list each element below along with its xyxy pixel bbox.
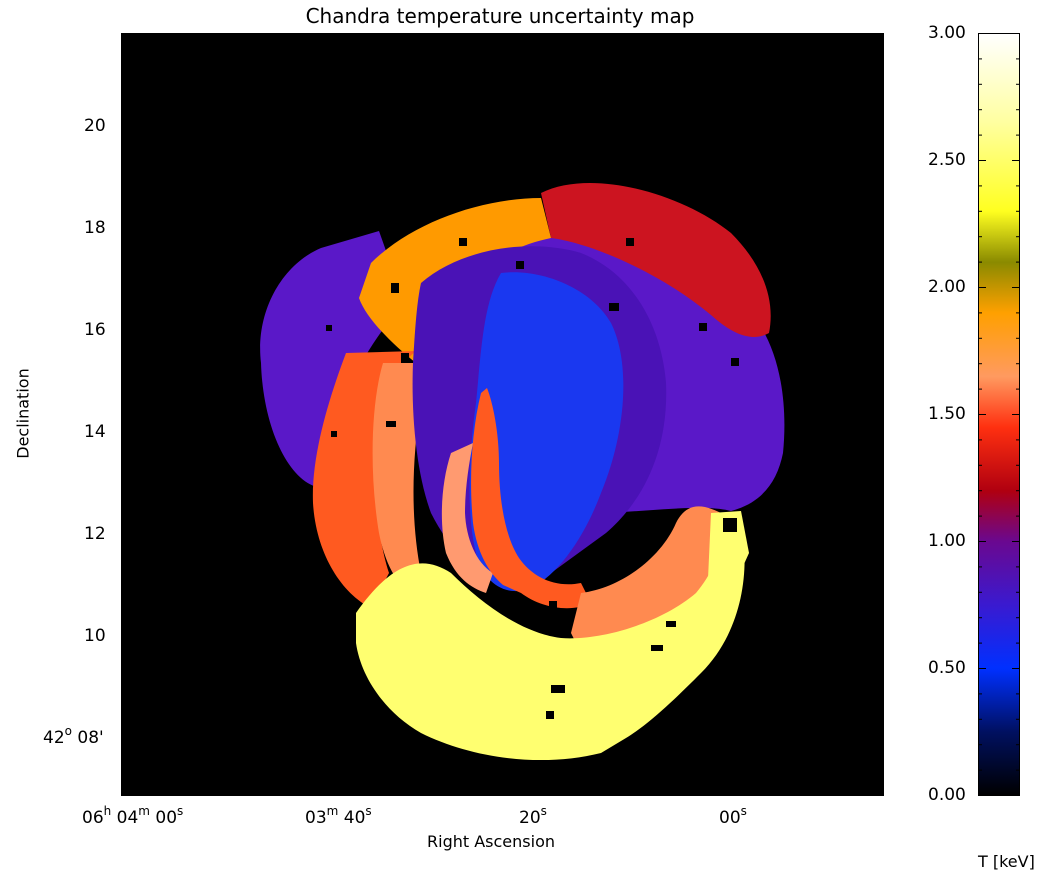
x-tick-seconds-unit: s	[740, 804, 747, 818]
x-tick-minutes-unit: m	[326, 804, 339, 818]
colorbar-tick-label: 0.50	[928, 657, 966, 678]
region-yellow	[356, 513, 745, 761]
x-tick-minutes-unit: m	[138, 804, 150, 818]
y-tick-label: 16	[84, 320, 106, 340]
x-tick-label: 20s	[519, 805, 547, 828]
colorbar-tick-label: 1.50	[928, 403, 966, 424]
x-tick-seconds: 20	[519, 808, 541, 828]
y-tick-label: 14	[84, 422, 106, 442]
y-tick-label: 10	[84, 626, 106, 646]
x-tick-seconds-unit: s	[540, 804, 547, 818]
x-tick-seconds-unit: s	[177, 804, 184, 818]
colorbar	[978, 33, 1020, 796]
region-dark-orange	[312, 351, 416, 608]
region-red	[541, 182, 771, 337]
x-tick-seconds-unit: s	[365, 804, 372, 818]
y-tick-label: 42o 08'	[43, 725, 104, 748]
colorbar-tick-label: 2.00	[928, 276, 966, 297]
colorbar-tick-label: 0.00	[928, 784, 966, 805]
y-tick-deg: 42	[43, 728, 65, 748]
colorbar-tick-label: 2.50	[928, 149, 966, 170]
x-tick-label: 06h 04m 00s	[82, 805, 183, 828]
x-tick-label: 00s	[719, 805, 747, 828]
y-tick-min: 08'	[77, 728, 104, 748]
chart-title: Chandra temperature uncertainty map	[305, 4, 695, 28]
x-tick-hours-unit: h	[103, 804, 112, 818]
y-tick-label: 20	[84, 116, 106, 136]
x-tick-seconds: 00	[155, 808, 178, 828]
colorbar-tick-label: 1.00	[928, 530, 966, 551]
x-tick-label: 03m 40s	[305, 805, 372, 828]
x-tick-minutes: 03	[305, 808, 327, 828]
x-tick-minutes: 04	[116, 808, 139, 828]
region-yellow-edge	[706, 511, 749, 623]
x-tick-seconds: 00	[719, 808, 741, 828]
region-core-blue	[469, 272, 624, 592]
temperature-map	[121, 33, 884, 796]
y-axis-label: Declination	[13, 368, 33, 459]
y-tick-deg-unit: o	[64, 724, 72, 738]
x-tick-seconds: 40	[343, 808, 366, 828]
region-red-stripe	[471, 388, 591, 609]
x-axis-label: Right Ascension	[427, 832, 555, 851]
y-tick-label: 12	[84, 524, 106, 544]
x-tick-hours: 06	[82, 808, 104, 828]
y-tick-label: 18	[84, 218, 106, 238]
colorbar-tick-label: 3.00	[928, 22, 966, 43]
colorbar-label: T [keV]	[978, 852, 1035, 871]
region-salmon-stripe	[441, 443, 493, 593]
